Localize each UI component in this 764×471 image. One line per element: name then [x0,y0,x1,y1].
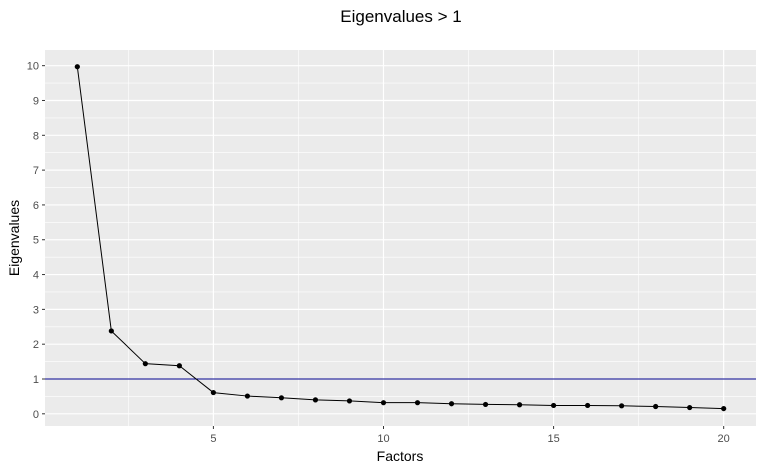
data-point [312,397,319,403]
data-point [210,389,216,396]
x-tick-label: 20 [718,433,730,445]
data-point [619,403,625,409]
y-tick-label: 10 [27,61,39,73]
y-tick-label: 9 [33,95,39,107]
major-gridlines [45,50,756,426]
x-axis-ticks: 5 10 15 20 [210,426,730,445]
data-point [482,401,489,408]
chart-title: Eigenvalues > 1 [340,7,461,26]
x-axis-title: Factors [377,448,424,464]
y-axis-ticks: 0 1 2 3 4 5 6 7 8 9 10 [27,61,45,421]
y-tick-label: 6 [33,200,39,212]
y-tick-label: 7 [33,165,39,177]
y-axis-title: Eigenvalues [6,200,22,276]
y-tick-label: 2 [33,339,39,351]
minor-gridlines [45,50,756,426]
data-point [74,64,80,70]
data-point [414,400,421,406]
data-point [721,405,727,412]
data-point [516,402,523,408]
y-tick-label: 0 [33,409,39,421]
y-tick-label: 5 [33,235,39,247]
plot-panel [45,50,756,426]
data-point [108,328,114,334]
data-point [244,393,251,399]
data-point [380,400,387,406]
x-tick-label: 5 [210,433,216,445]
eigenvalue-series-line [76,66,724,410]
data-point [687,404,693,411]
y-tick-label: 3 [33,304,39,316]
y-tick-label: 1 [33,374,39,386]
data-point [278,395,285,401]
x-tick-label: 15 [547,433,559,445]
data-point [653,403,659,410]
data-point [585,402,591,409]
data-point [346,398,353,404]
data-point [176,363,182,369]
data-point [550,402,557,409]
series-line [76,66,724,410]
data-point [142,361,148,367]
y-tick-label: 4 [33,270,39,282]
x-tick-label: 10 [377,433,389,445]
y-tick-label: 8 [33,130,39,142]
eigenvalue-points [74,64,727,412]
data-point [448,401,455,407]
